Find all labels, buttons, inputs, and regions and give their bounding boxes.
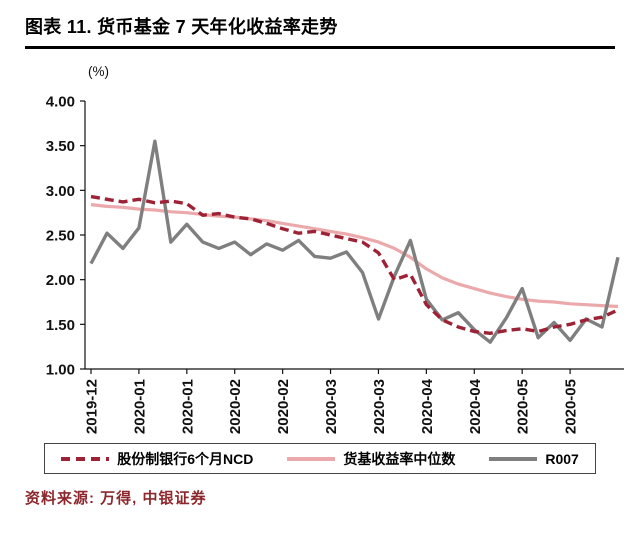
series-line-0 [90,194,619,335]
legend-line-swatch-ncd [61,456,110,461]
y-tick-label: 1.50 [46,317,75,334]
y-tick-label: 2.00 [46,272,75,289]
chart-legend: 股份制银行6个月NCD 货基收益率中位数 R007 [44,443,596,474]
legend-item-r007: R007 [489,450,579,467]
x-tick-label: 2020-04 [419,378,436,434]
series-line-2 [89,139,620,344]
x-tick-label: 2020-05 [515,379,532,434]
legend-item-median: 货基收益率中位数 [287,449,455,469]
x-tick-label: 2020-05 [563,379,580,434]
legend-line-swatch-median [287,456,336,461]
line-chart: (%) 4.00 3.50 3.00 2.50 2.00 1.50 1.00 2019-12 20… [46,64,624,434]
y-tick-label: 2.50 [46,228,75,245]
legend-label-ncd: 股份制银行6个月NCD [117,450,254,467]
y-tick-label: 1.00 [46,362,75,379]
x-tick-label: 2020-03 [371,379,388,434]
report-figure-page: 图表 11. 货币基金 7 天年化收益率走势 (%) 4.00 3.50 3.00 2.… [0,13,640,536]
x-tick-label: 2020-03 [323,379,340,434]
y-tick-label: 3.00 [46,183,75,200]
legend-item-ncd: 股份制银行6个月NCD [61,449,253,469]
x-tick-label: 2019-12 [84,379,101,434]
legend-line-swatch-r007 [489,456,538,461]
y-tick-label: 3.50 [46,138,75,155]
y-tick-label: 4.00 [46,94,75,111]
legend-label-r007: R007 [545,450,579,467]
x-tick-label: 2020-01 [131,379,148,434]
x-tick-label: 2020-01 [179,379,196,434]
x-tick-label: 2020-04 [467,378,484,434]
legend-label-median: 货基收益率中位数 [343,450,456,467]
x-tick-label: 2020-02 [275,379,292,434]
x-tick-label: 2020-02 [227,379,244,434]
figure-title: 图表 11. 货币基金 7 天年化收益率走势 [25,17,338,37]
source-note: 资料来源: 万得, 中银证券 [25,490,207,507]
y-axis-unit-label: (%) [88,64,109,79]
title-underline [25,46,615,49]
series-line-1 [90,203,619,309]
